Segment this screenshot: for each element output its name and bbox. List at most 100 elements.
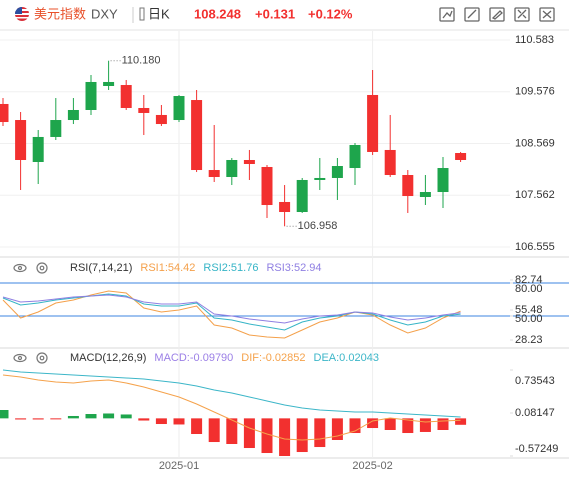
macd-title: MACD(12,26,9) [70, 352, 146, 364]
histogram-bar [208, 418, 220, 443]
histogram-bar [243, 418, 255, 449]
candle-body [103, 81, 115, 86]
fullscreen-button[interactable] [514, 7, 530, 22]
x-tick-label: 2025-01 [159, 460, 199, 472]
indicator-line [2, 374, 461, 441]
histogram-bar [261, 418, 273, 454]
macd-controls [13, 352, 48, 364]
histogram-bar [331, 418, 343, 440]
candle-body [314, 177, 326, 180]
instrument-symbol: DXY [91, 6, 118, 21]
rsi-title: RSI(7,14,21) [70, 262, 132, 274]
candle-body [173, 96, 185, 121]
y-tick-label: 82.74 [515, 274, 543, 286]
y-tick-label: 107.562 [515, 189, 555, 201]
y-tick-label: 0.73543 [515, 375, 555, 387]
legend-entry: MACD:-0.09790 [154, 352, 233, 364]
candle-body [85, 81, 97, 110]
draw-button[interactable] [464, 7, 480, 22]
y-tick-label: 28.23 [515, 334, 543, 346]
candle-body [384, 149, 396, 176]
histogram-bar [155, 418, 167, 425]
histogram-bar [455, 418, 467, 425]
candle-body [138, 107, 150, 113]
y-tick-label: 108.569 [515, 137, 555, 149]
candle-body [349, 144, 361, 169]
y-tick-label: 50.00 [515, 313, 543, 325]
annotation-label: 106.958 [298, 220, 338, 232]
candle-body [0, 103, 9, 123]
histogram-bar [85, 414, 97, 419]
histogram-bar [402, 418, 414, 434]
histogram-bar [67, 415, 79, 419]
histogram-bar [15, 418, 27, 420]
visibility-toggle[interactable] [13, 263, 27, 273]
indicator-line [2, 290, 461, 339]
candle-body [331, 166, 343, 178]
candle-body [437, 168, 449, 193]
indicator-button[interactable] [439, 7, 455, 22]
y-tick-label: -0.57249 [515, 443, 558, 455]
x-tick-label: 2025-02 [352, 460, 392, 472]
y-tick-label: 110.583 [515, 34, 554, 46]
candle-body [243, 159, 255, 165]
y-tick-label: 0.08147 [515, 407, 555, 419]
candle-body [279, 201, 291, 213]
histogram-bar [296, 418, 308, 453]
candle-body [402, 175, 414, 197]
candle-body [32, 136, 44, 163]
histogram-bar [419, 418, 431, 432]
last-price: 108.248 [194, 6, 241, 21]
candle-body [50, 120, 62, 137]
settings-button[interactable] [36, 262, 48, 274]
histogram-bar [384, 418, 396, 430]
candle-body [120, 85, 132, 108]
price-change-percent: +0.12% [308, 6, 353, 21]
candle-body [67, 109, 79, 121]
close-button[interactable] [539, 7, 555, 22]
candle-body [367, 94, 379, 152]
candle-body [155, 114, 167, 125]
histogram-bar [437, 418, 449, 430]
legend-entry: RSI1:54.42 [140, 262, 195, 274]
histogram-bar [120, 414, 132, 419]
instrument-name: 美元指数 [34, 6, 86, 21]
histogram-bar [349, 418, 361, 434]
legend-entry: RSI2:51.76 [203, 262, 258, 274]
y-tick-label: 106.555 [515, 241, 555, 253]
histogram-bar [50, 418, 62, 420]
y-tick-label: 80.00 [515, 283, 543, 295]
histogram-bar [32, 418, 44, 420]
brush-button[interactable] [489, 7, 505, 22]
y-tick-label: 109.576 [515, 86, 555, 98]
candle-body [261, 166, 273, 206]
period-icon [139, 7, 145, 21]
indicator-line [2, 369, 461, 418]
visibility-toggle[interactable] [13, 353, 27, 363]
legend-entry: RSI3:52.94 [266, 262, 321, 274]
histogram-bar [191, 418, 203, 435]
price-change: +0.131 [255, 6, 295, 21]
y-tick-label: 55.48 [515, 304, 543, 316]
candle-body [296, 179, 308, 213]
histogram-bar [367, 418, 379, 429]
candle-body [15, 120, 27, 160]
candle-body [419, 192, 431, 197]
legend-entry: DEA:0.02043 [314, 352, 379, 364]
indicator-line [2, 294, 461, 324]
period[interactable]: 日K [148, 6, 170, 21]
legend-entry: DIF:-0.02852 [241, 352, 305, 364]
settings-button[interactable] [36, 352, 48, 364]
candle-body [226, 159, 238, 178]
rsi-controls [13, 262, 48, 274]
histogram-bar [314, 418, 326, 448]
histogram-bar [138, 418, 150, 421]
flag-icon [15, 7, 29, 21]
indicator-line [2, 293, 461, 331]
candle-body [208, 170, 220, 178]
histogram-bar [173, 418, 185, 425]
annotation-label: 110.180 [122, 55, 161, 67]
histogram-bar [0, 410, 9, 419]
